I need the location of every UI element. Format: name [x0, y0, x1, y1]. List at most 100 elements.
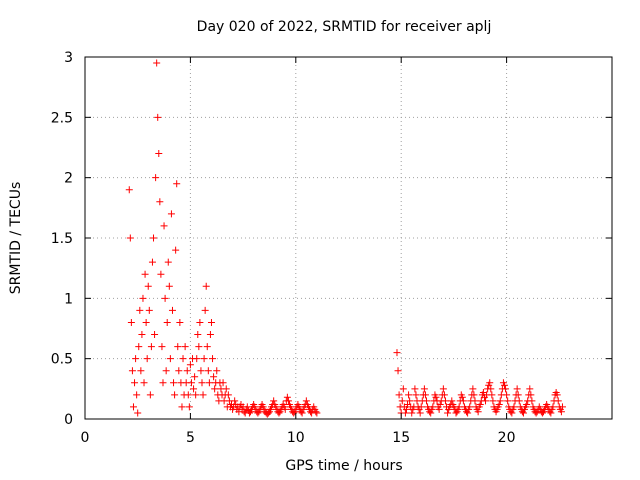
- y-axis-label: SRMTID / TECUs: [8, 182, 24, 295]
- data-point: [399, 385, 407, 393]
- data-point: [408, 409, 416, 417]
- data-point: [209, 355, 217, 363]
- data-point: [211, 385, 219, 393]
- data-point: [281, 405, 289, 413]
- data-point: [245, 409, 253, 417]
- data-point: [144, 282, 152, 290]
- data-point: [412, 391, 420, 399]
- data-point: [500, 381, 508, 389]
- data-point: [435, 405, 443, 413]
- data-point: [298, 409, 306, 417]
- data-point: [193, 355, 201, 363]
- data-point: [213, 367, 221, 375]
- data-point: [502, 385, 510, 393]
- data-point: [313, 409, 321, 417]
- data-point: [459, 397, 467, 405]
- data-point: [526, 385, 534, 393]
- data-point: [554, 397, 562, 405]
- data-point: [181, 343, 189, 351]
- data-point: [143, 355, 151, 363]
- data-point: [127, 318, 135, 326]
- data-point: [192, 391, 200, 399]
- data-point: [231, 397, 239, 405]
- data-point: [393, 349, 401, 357]
- data-point: [187, 379, 195, 387]
- data-point: [417, 403, 425, 411]
- data-point: [515, 397, 523, 405]
- data-point: [202, 282, 210, 290]
- data-point: [210, 373, 218, 381]
- data-point: [184, 391, 192, 399]
- data-point: [469, 385, 477, 393]
- data-point: [284, 397, 292, 405]
- data-point: [553, 391, 561, 399]
- data-point: [401, 409, 409, 417]
- data-point: [452, 409, 460, 417]
- data-point: [154, 113, 162, 121]
- data-point: [206, 331, 214, 339]
- data-point: [557, 408, 565, 416]
- data-point: [131, 379, 139, 387]
- data-point: [528, 397, 536, 405]
- data-point: [398, 397, 406, 405]
- data-point: [205, 379, 213, 387]
- data-point: [135, 343, 143, 351]
- data-point: [547, 409, 555, 417]
- data-point: [195, 343, 203, 351]
- data-point: [161, 294, 169, 302]
- data-point: [138, 331, 146, 339]
- data-point: [508, 409, 516, 417]
- data-point: [153, 59, 161, 67]
- data-point: [166, 355, 174, 363]
- points-layer: [125, 59, 566, 418]
- data-point: [486, 379, 494, 387]
- grid-layer: [85, 57, 612, 419]
- data-point: [448, 397, 456, 405]
- data-point: [558, 403, 566, 411]
- data-point: [142, 318, 150, 326]
- data-point: [178, 403, 186, 411]
- data-point: [200, 355, 208, 363]
- data-point: [168, 306, 176, 314]
- data-point: [422, 397, 430, 405]
- data-point: [204, 367, 212, 375]
- data-point: [199, 391, 207, 399]
- data-point: [471, 397, 479, 405]
- data-point: [549, 403, 557, 411]
- chart-title: Day 020 of 2022, SRMTID for receiver apl…: [197, 19, 492, 35]
- data-point: [394, 367, 402, 375]
- data-point: [207, 318, 215, 326]
- data-point: [254, 409, 262, 417]
- data-point: [416, 409, 424, 417]
- x-tick-label: 20: [498, 430, 516, 446]
- data-point: [155, 150, 163, 158]
- data-point: [132, 355, 140, 363]
- data-point: [150, 234, 158, 242]
- data-point: [427, 409, 435, 417]
- data-point: [164, 258, 172, 266]
- y-tick-label: 2.5: [51, 110, 73, 126]
- data-point: [171, 391, 179, 399]
- data-point: [137, 367, 145, 375]
- data-point: [482, 397, 490, 405]
- data-point: [159, 379, 167, 387]
- data-point: [147, 343, 155, 351]
- x-tick-label: 15: [392, 430, 410, 446]
- data-point: [125, 186, 133, 194]
- data-point: [405, 391, 413, 399]
- data-point: [186, 361, 194, 369]
- y-tick-label: 0.5: [51, 352, 73, 368]
- data-point: [523, 401, 531, 409]
- data-point: [444, 409, 452, 417]
- data-point: [513, 385, 521, 393]
- x-tick-label: 10: [287, 430, 305, 446]
- data-point: [222, 385, 230, 393]
- data-point: [290, 409, 298, 417]
- y-tick-label: 1: [64, 291, 73, 307]
- data-point: [439, 385, 447, 393]
- data-point: [402, 405, 410, 413]
- data-point: [151, 331, 159, 339]
- data-point: [194, 331, 202, 339]
